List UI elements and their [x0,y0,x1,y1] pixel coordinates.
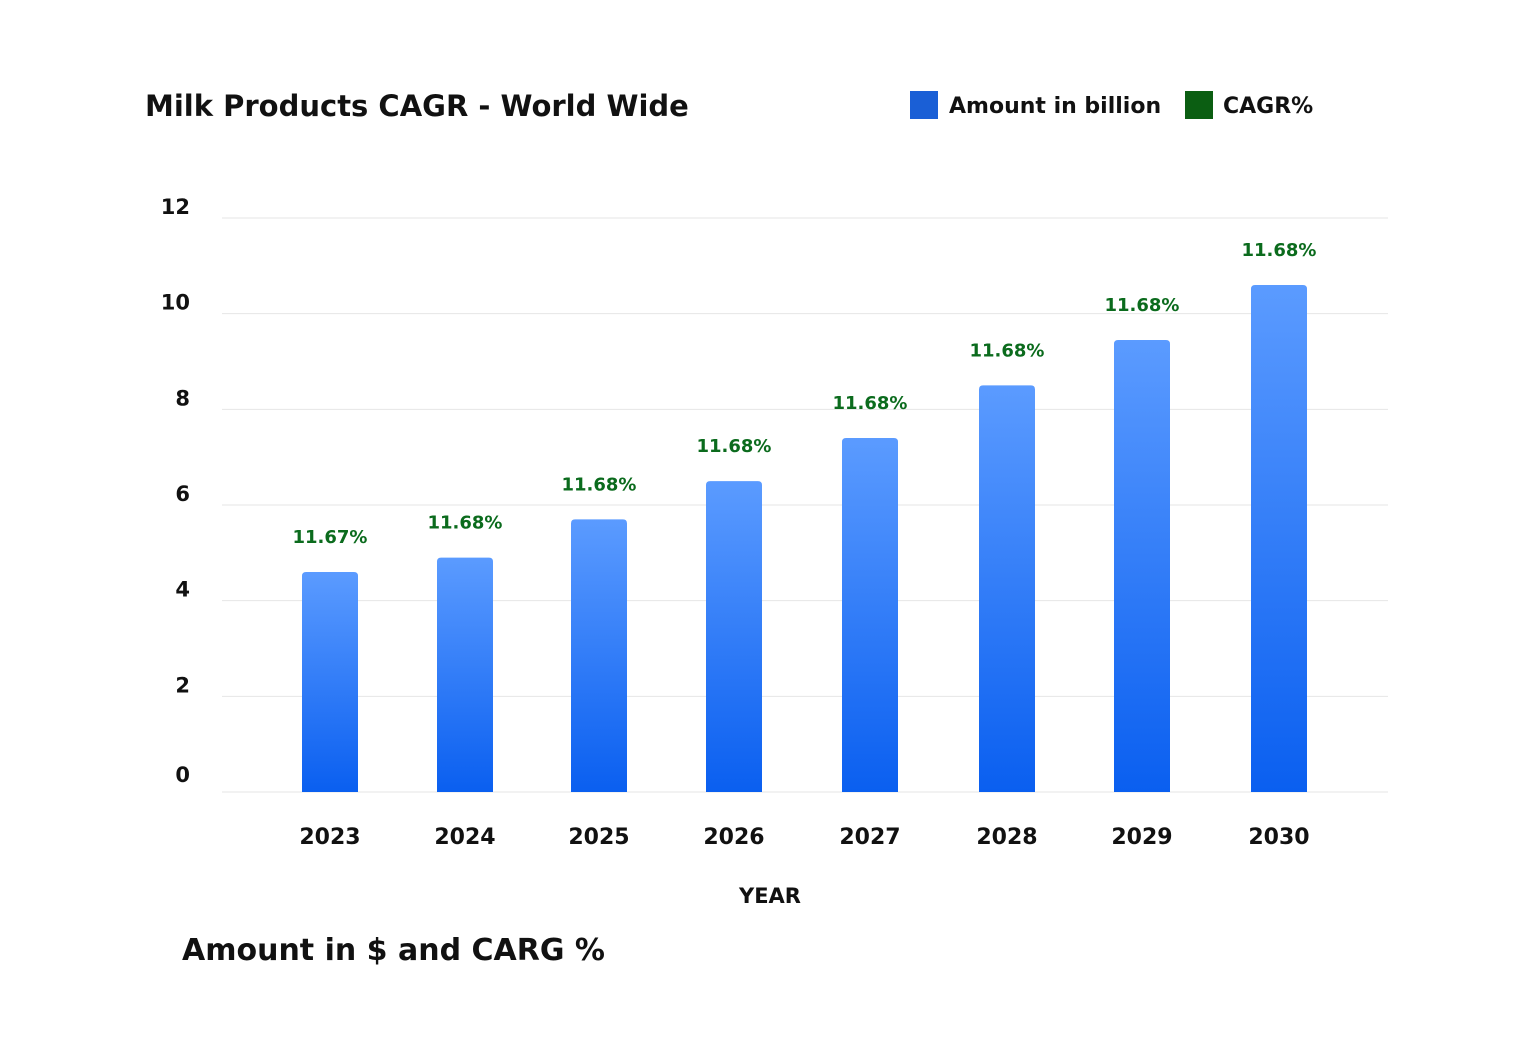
y-tick-label: 6 [175,482,190,506]
x-tick-label-2029: 2029 [1111,825,1172,850]
bar-2030 [1251,284,1307,792]
y-axis-ticks: 0 2 4 6 8 10 12 [161,195,190,787]
data-label-2027: 11.68% [833,393,908,414]
x-tick-label-2028: 2028 [976,825,1037,850]
y-tick-label: 4 [175,578,190,602]
bar-2027 [842,438,898,792]
data-label-2028: 11.68% [970,340,1045,361]
bar-2025 [571,519,627,792]
legend-swatch-amount [910,91,938,119]
chart-title: Milk Products CAGR - World Wide [145,89,689,123]
data-label-2025: 11.68% [562,474,637,495]
bars [302,284,1307,792]
y-tick-label: 2 [175,673,190,697]
x-tick-label-2023: 2023 [299,825,360,850]
bar-2024 [437,557,493,792]
x-tick-label-2030: 2030 [1248,825,1309,850]
y-tick-label: 10 [161,291,190,315]
data-label-2023: 11.67% [293,527,368,548]
legend-label-amount: Amount in billion [949,94,1161,119]
data-labels: 11.67% 11.68% 11.68% 11.68% 11.68% 11.68% 11.6… [293,240,1317,548]
legend: Amount in billion CAGR% [910,91,1313,119]
x-axis-ticks: 2023 2024 2025 2026 2027 2028 2029 2030 [299,825,1309,850]
x-tick-label-2025: 2025 [568,825,629,850]
legend-label-cagr: CAGR% [1223,94,1313,119]
x-axis-label: YEAR [738,884,801,908]
chart-subtitle: Amount in $ and CARG % [182,933,605,968]
data-label-2030: 11.68% [1242,240,1317,261]
x-tick-label-2026: 2026 [703,825,764,850]
bar-2026 [706,481,762,792]
x-tick-label-2024: 2024 [434,825,495,850]
y-tick-label: 0 [175,763,190,787]
bar-2029 [1114,339,1170,792]
y-tick-label: 12 [161,195,190,219]
data-label-2029: 11.68% [1105,295,1180,316]
bar-2028 [979,385,1035,792]
gridlines [222,217,1388,793]
data-label-2024: 11.68% [428,513,503,534]
data-label-2026: 11.68% [697,436,772,457]
legend-swatch-cagr [1185,91,1213,119]
bar-2023 [302,571,358,792]
x-tick-label-2027: 2027 [839,825,900,850]
y-tick-label: 8 [175,386,190,410]
